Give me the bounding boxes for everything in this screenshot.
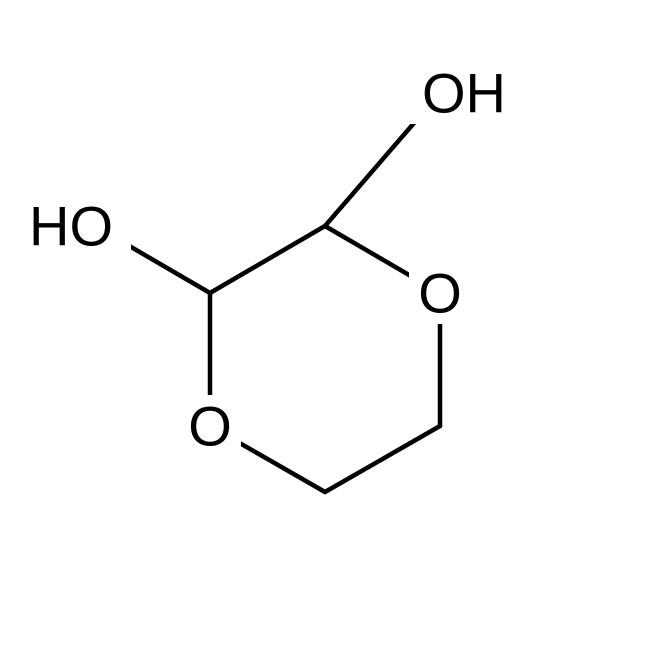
atom-label: HO <box>29 195 113 258</box>
molecule-diagram: O O OH HO <box>0 0 650 650</box>
atom-label: O <box>418 262 462 325</box>
atom-label: O <box>188 395 232 458</box>
canvas-background <box>0 0 650 650</box>
atom-label: OH <box>422 62 506 125</box>
